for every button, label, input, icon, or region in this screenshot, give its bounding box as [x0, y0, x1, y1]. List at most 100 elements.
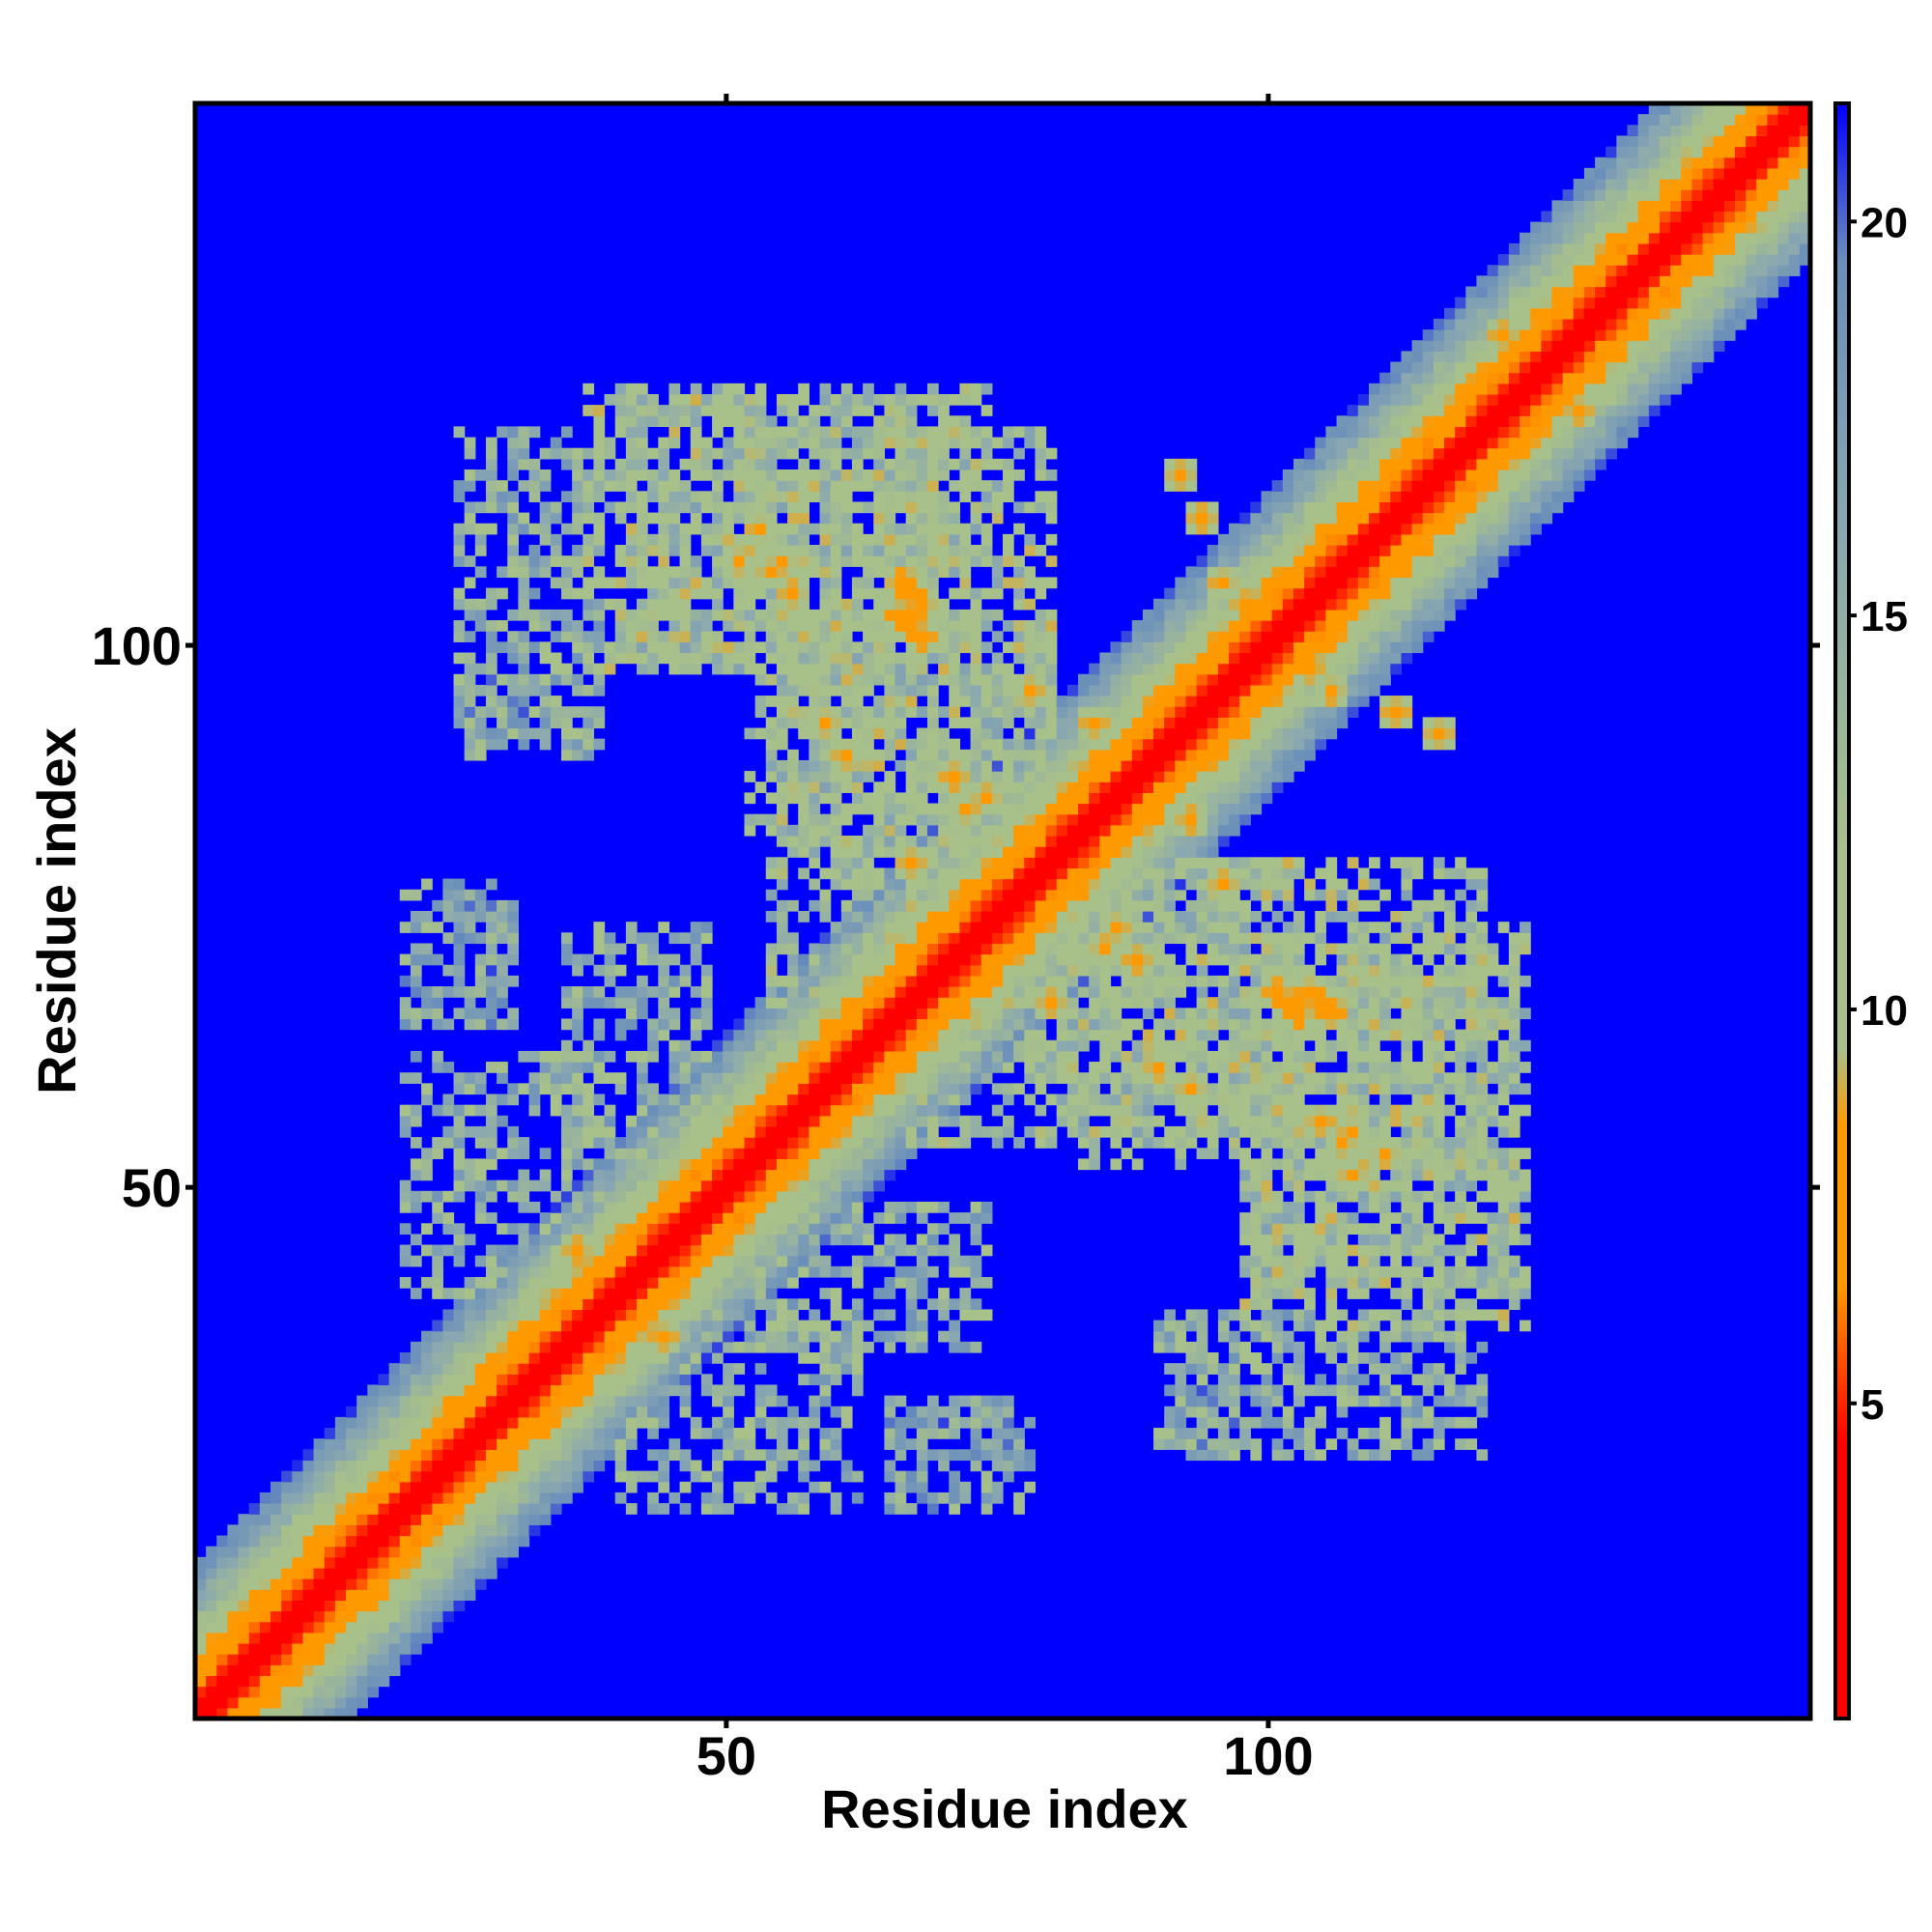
heatmap-cell [1035, 911, 1047, 923]
heatmap-cell [604, 943, 616, 955]
heatmap-cell [485, 1018, 497, 1031]
heatmap-cell [798, 1320, 810, 1332]
heatmap-cell [367, 1384, 380, 1397]
heatmap-cell [905, 469, 918, 481]
heatmap-cell [798, 1298, 810, 1311]
heatmap-cell [1078, 803, 1090, 815]
heatmap-cell [744, 447, 756, 460]
heatmap-cell [851, 1276, 864, 1289]
heatmap-cell [980, 620, 993, 632]
heatmap-cell [690, 1255, 702, 1267]
heatmap-cell [572, 1255, 583, 1267]
heatmap-cell [787, 501, 799, 514]
heatmap-cell [851, 426, 864, 439]
heatmap-cell [895, 405, 907, 416]
heatmap-cell [679, 1309, 692, 1321]
heatmap-cell [572, 684, 583, 696]
heatmap-cell [916, 1460, 928, 1472]
heatmap-cell [1099, 749, 1112, 761]
heatmap-cell [388, 1406, 401, 1418]
heatmap-cell [884, 922, 896, 933]
heatmap-cell [248, 1578, 261, 1590]
heatmap-cell [819, 545, 832, 556]
heatmap-cell [787, 975, 799, 987]
heatmap-cell [840, 609, 853, 621]
heatmap-cell [1035, 673, 1047, 686]
heatmap-cell [700, 1083, 713, 1095]
heatmap-cell [970, 1255, 982, 1267]
heatmap-cell [485, 1125, 497, 1138]
heatmap-cell [916, 684, 928, 696]
heatmap-cell [863, 533, 874, 546]
heatmap-cell [593, 458, 606, 470]
heatmap-cell [378, 1395, 390, 1407]
heatmap-cell [959, 878, 972, 891]
heatmap-cell [787, 1125, 799, 1138]
heatmap-cell [884, 706, 896, 718]
heatmap-cell [1121, 717, 1133, 729]
heatmap-cell [1035, 663, 1047, 675]
heatmap-cell [227, 1578, 240, 1590]
heatmap-cell [679, 1330, 692, 1343]
heatmap-cell [464, 1104, 476, 1117]
heatmap-cell [507, 501, 519, 514]
heatmap-cell [980, 501, 993, 514]
heatmap-cell [851, 835, 864, 847]
heatmap-cell [270, 1481, 282, 1493]
heatmap-cell [647, 1276, 659, 1289]
heatmap-cell [679, 609, 692, 621]
heatmap-cell [863, 393, 874, 406]
heatmap-cell [926, 555, 939, 567]
heatmap-cell [281, 1578, 293, 1590]
heatmap-cell [863, 1169, 874, 1181]
heatmap-cell [206, 1696, 217, 1709]
heatmap-cell [679, 1201, 692, 1213]
heatmap-cell [712, 1158, 724, 1171]
heatmap-cell [410, 1234, 422, 1246]
heatmap-cell [248, 1675, 261, 1688]
heatmap-cell [926, 1029, 939, 1041]
heatmap-cell [1013, 964, 1025, 977]
heatmap-cell [238, 1556, 250, 1569]
heatmap-cell [560, 1062, 573, 1073]
heatmap-cell [324, 1428, 336, 1439]
heatmap-cell [830, 771, 842, 782]
heatmap-cell [539, 684, 552, 696]
heatmap-cell [1121, 781, 1133, 793]
heatmap-cell [916, 533, 928, 546]
heatmap-cell [754, 393, 767, 406]
heatmap-cell [1110, 824, 1122, 837]
heatmap-cell [528, 609, 541, 621]
heatmap-cell [798, 1039, 810, 1052]
heatmap-cell [464, 663, 476, 675]
heatmap-cell [798, 587, 810, 600]
heatmap-cell [453, 1535, 466, 1548]
heatmap-cell [1099, 1029, 1112, 1041]
heatmap-cell [991, 889, 1004, 901]
heatmap-cell [991, 749, 1004, 761]
heatmap-cell [1110, 1039, 1122, 1052]
heatmap-cell [518, 1320, 530, 1332]
heatmap-cell [507, 1384, 519, 1397]
heatmap-cell [1110, 1072, 1122, 1084]
heatmap-cell [453, 717, 466, 729]
heatmap-cell [421, 878, 433, 891]
heatmap-cell [744, 663, 756, 675]
heatmap-cell [1099, 911, 1112, 923]
heatmap-cell [485, 1288, 497, 1299]
heatmap-cell [991, 911, 1004, 923]
heatmap-cell [1035, 717, 1047, 729]
heatmap-cell [442, 1395, 455, 1407]
heatmap-cell [604, 1072, 616, 1084]
heatmap-cell [518, 609, 530, 621]
heatmap-cell [765, 1018, 778, 1031]
heatmap-cell [356, 1556, 368, 1569]
heatmap-cell [1024, 684, 1037, 696]
heatmap-cell [270, 1632, 282, 1644]
heatmap-cell [744, 1438, 756, 1450]
heatmap-cell [980, 727, 993, 740]
heatmap-cell [518, 1524, 530, 1537]
heatmap-cell [787, 1179, 799, 1192]
heatmap-cell [819, 749, 832, 761]
heatmap-cell [776, 1029, 788, 1041]
